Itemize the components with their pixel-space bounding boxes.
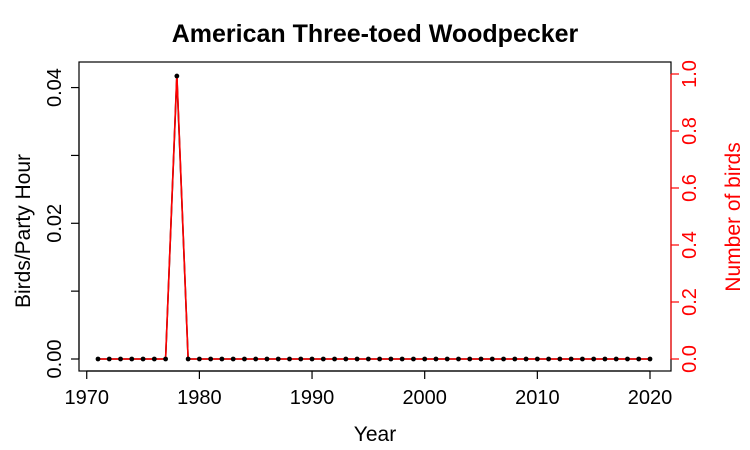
- data-point: [275, 356, 281, 362]
- data-point: [343, 356, 349, 362]
- data-point: [399, 356, 405, 362]
- data-point: [230, 356, 236, 362]
- y-right-tick-label: 0.8: [679, 117, 701, 145]
- data-point: [377, 356, 383, 362]
- y-right-tick-label: 0.6: [679, 174, 701, 202]
- data-point: [478, 356, 484, 362]
- plot-frame: [78, 61, 672, 372]
- data-point: [365, 356, 371, 362]
- x-tick-label: 2010: [515, 387, 560, 409]
- x-tick-label: 1970: [64, 387, 109, 409]
- data-point: [253, 356, 259, 362]
- data-point: [647, 356, 653, 362]
- data-point: [433, 356, 439, 362]
- x-axis-label: Year: [354, 423, 396, 446]
- data-point: [636, 356, 642, 362]
- data-point: [95, 356, 101, 362]
- y-axis-left: 0.00 0.02 0.04: [44, 68, 80, 379]
- data-point: [501, 356, 506, 362]
- y-axis-right: 0.0 0.2 0.4 0.6 0.8 1.0: [670, 60, 701, 373]
- data-point: [151, 356, 157, 362]
- data-point: [196, 356, 202, 362]
- data-point: [140, 356, 146, 362]
- y-left-tick-label: 0.00: [44, 340, 66, 379]
- y-right-tick-label: 0.4: [679, 231, 701, 259]
- series-line-number-of-birds: [98, 73, 650, 360]
- data-point: [106, 356, 112, 362]
- data-point: [129, 356, 135, 362]
- data-point: [264, 356, 270, 362]
- data-point: [489, 356, 495, 362]
- data-point: [219, 356, 225, 362]
- data-point: [320, 356, 326, 362]
- data-point: [354, 356, 360, 362]
- x-axis: 1970 1980 1990 2000 2010 2020: [64, 370, 673, 409]
- data-point: [163, 356, 168, 362]
- data-point: [467, 356, 473, 362]
- data-point: [208, 356, 214, 362]
- data-point: [613, 356, 619, 362]
- data-point: [557, 356, 563, 362]
- data-point: [242, 356, 247, 362]
- data-point: [174, 73, 180, 79]
- data-point: [523, 356, 529, 362]
- data-point: [546, 356, 552, 362]
- y-left-tick-label: 0.02: [44, 204, 66, 243]
- data-point: [456, 356, 461, 362]
- series-layer: [95, 73, 653, 362]
- data-point: [534, 356, 540, 362]
- data-point: [118, 356, 123, 362]
- data-point: [411, 356, 416, 362]
- x-tick-label: 1980: [177, 387, 222, 409]
- data-point: [580, 356, 585, 362]
- data-point: [602, 356, 608, 362]
- x-tick-label: 2020: [628, 387, 673, 409]
- x-tick-label: 2000: [402, 387, 447, 409]
- data-point: [568, 356, 574, 362]
- y-right-tick-label: 1.0: [679, 60, 701, 88]
- y-axis-left-label: Birds/Party Hour: [12, 154, 35, 308]
- x-tick-label: 1990: [290, 387, 335, 409]
- data-point: [388, 356, 394, 362]
- y-axis-right-label: Number of birds: [722, 142, 745, 291]
- y-right-tick-label: 0.0: [679, 345, 701, 373]
- data-point: [591, 356, 597, 362]
- data-point: [298, 356, 304, 362]
- data-point: [512, 356, 518, 362]
- data-point: [444, 356, 450, 362]
- data-point: [332, 356, 337, 362]
- y-right-tick-label: 0.2: [679, 288, 701, 316]
- data-point: [185, 356, 191, 362]
- data-point: [422, 356, 428, 362]
- series-line-birds-per-party-hour: [98, 76, 650, 360]
- y-left-tick-label: 0.04: [44, 68, 66, 107]
- data-point: [625, 356, 630, 362]
- data-point: [287, 356, 292, 362]
- data-point: [309, 356, 315, 362]
- chart-title: American Three-toed Woodpecker: [172, 20, 579, 48]
